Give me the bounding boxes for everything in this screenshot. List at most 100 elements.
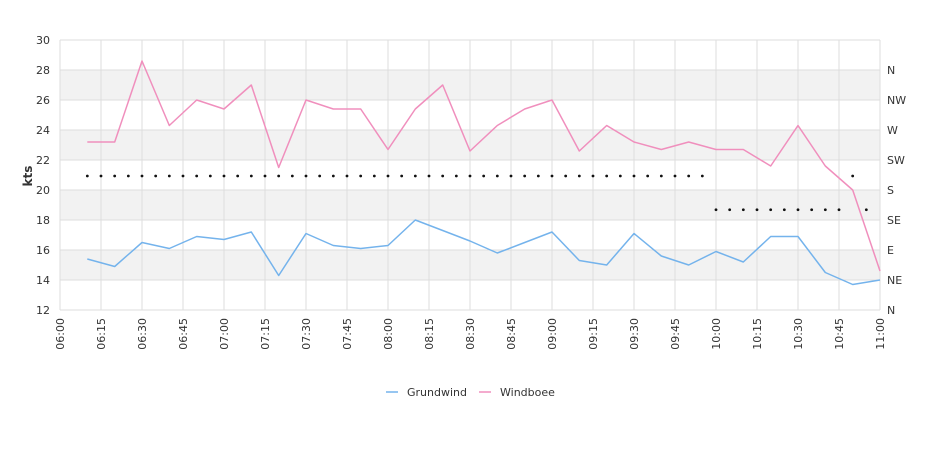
x-tick-label: 07:30 (300, 318, 313, 350)
direction-marker (99, 174, 103, 178)
direction-marker (714, 208, 718, 212)
direction-marker (181, 174, 185, 178)
y-tick-label: 26 (36, 94, 50, 107)
direction-marker (837, 208, 841, 212)
direction-marker (864, 208, 868, 212)
direction-marker (823, 208, 827, 212)
x-tick-label: 09:15 (587, 318, 600, 350)
x-tick-label: 08:45 (505, 318, 518, 350)
right-axis-label: W (887, 124, 898, 137)
direction-marker (208, 174, 212, 178)
direction-marker (113, 174, 117, 178)
direction-marker (85, 174, 89, 178)
direction-marker (195, 174, 199, 178)
direction-marker (851, 174, 855, 178)
direction-marker (345, 174, 349, 178)
x-tick-label: 06:30 (136, 318, 149, 350)
direction-marker (222, 174, 226, 178)
direction-marker (564, 174, 568, 178)
x-tick-label: 08:15 (423, 318, 436, 350)
direction-marker (495, 174, 499, 178)
x-tick-label: 07:00 (218, 318, 231, 350)
direction-markers (85, 174, 868, 212)
y-tick-label: 12 (36, 304, 50, 317)
direction-marker (810, 208, 814, 212)
y-tick-label: 20 (36, 184, 50, 197)
direction-marker (523, 174, 527, 178)
legend: Grundwind Windboee (386, 386, 555, 399)
direction-marker (331, 174, 335, 178)
direction-marker (646, 174, 650, 178)
x-tick-label: 08:30 (464, 318, 477, 350)
x-tick-label: 06:00 (54, 318, 67, 350)
direction-marker (372, 174, 376, 178)
direction-marker (591, 174, 595, 178)
direction-marker (318, 174, 322, 178)
series-line-grundwind (87, 219, 881, 286)
x-tick-label: 07:15 (259, 318, 272, 350)
direction-marker (755, 208, 759, 212)
direction-marker (632, 174, 636, 178)
direction-marker (468, 174, 472, 178)
right-axis-label: SE (887, 214, 901, 227)
y-axis-title: kts (21, 166, 35, 187)
legend-label-windboee: Windboee (500, 386, 555, 399)
y-tick-label: 16 (36, 244, 50, 257)
direction-marker (140, 174, 144, 178)
x-tick-label: 10:00 (710, 318, 723, 350)
y-tick-label: 14 (36, 274, 50, 287)
direction-marker (454, 174, 458, 178)
right-axis-label: N (887, 304, 895, 317)
y-tick-label: 28 (36, 64, 50, 77)
direction-marker (400, 174, 404, 178)
right-axis-label: S (887, 184, 894, 197)
x-tick-label: 08:00 (382, 318, 395, 350)
direction-marker (304, 174, 308, 178)
direction-marker (359, 174, 363, 178)
direction-marker (277, 174, 281, 178)
x-tick-label: 06:15 (95, 318, 108, 350)
series-line-windboee (87, 60, 881, 272)
legend-label-grundwind: Grundwind (407, 386, 467, 399)
direction-marker (782, 208, 786, 212)
direction-marker (687, 174, 691, 178)
direction-marker (536, 174, 540, 178)
plot-axes: 12 N 14 NE 16 E 18 SE 20 S 22 SW 24 W 26 NW 28 N 30 06:00 06… (36, 34, 906, 350)
direction-marker (673, 174, 677, 178)
direction-marker (154, 174, 158, 178)
right-axis-label: E (887, 244, 894, 257)
y-tick-label: 30 (36, 34, 50, 47)
direction-marker (769, 208, 773, 212)
direction-marker (386, 174, 390, 178)
direction-marker (413, 174, 417, 178)
direction-marker (728, 208, 732, 212)
x-tick-label: 10:15 (751, 318, 764, 350)
direction-marker (796, 208, 800, 212)
direction-marker (441, 174, 445, 178)
x-tick-label: 11:00 (874, 318, 887, 350)
right-axis-label: NW (887, 94, 906, 107)
right-axis-label: NE (887, 274, 902, 287)
x-tick-label: 07:45 (341, 318, 354, 350)
direction-marker (249, 174, 253, 178)
y-tick-label: 22 (36, 154, 50, 167)
x-tick-label: 09:30 (628, 318, 641, 350)
x-tick-label: 10:45 (833, 318, 846, 350)
direction-marker (509, 174, 513, 178)
direction-marker (482, 174, 486, 178)
direction-marker (236, 174, 240, 178)
direction-marker (700, 174, 704, 178)
right-axis-label: SW (887, 154, 905, 167)
y-tick-label: 18 (36, 214, 50, 227)
direction-marker (126, 174, 130, 178)
plot-series (87, 60, 881, 286)
direction-marker (659, 174, 663, 178)
direction-marker (427, 174, 431, 178)
x-tick-label: 09:00 (546, 318, 559, 350)
direction-marker (290, 174, 294, 178)
direction-marker (605, 174, 609, 178)
x-tick-label: 09:45 (669, 318, 682, 350)
direction-marker (263, 174, 267, 178)
